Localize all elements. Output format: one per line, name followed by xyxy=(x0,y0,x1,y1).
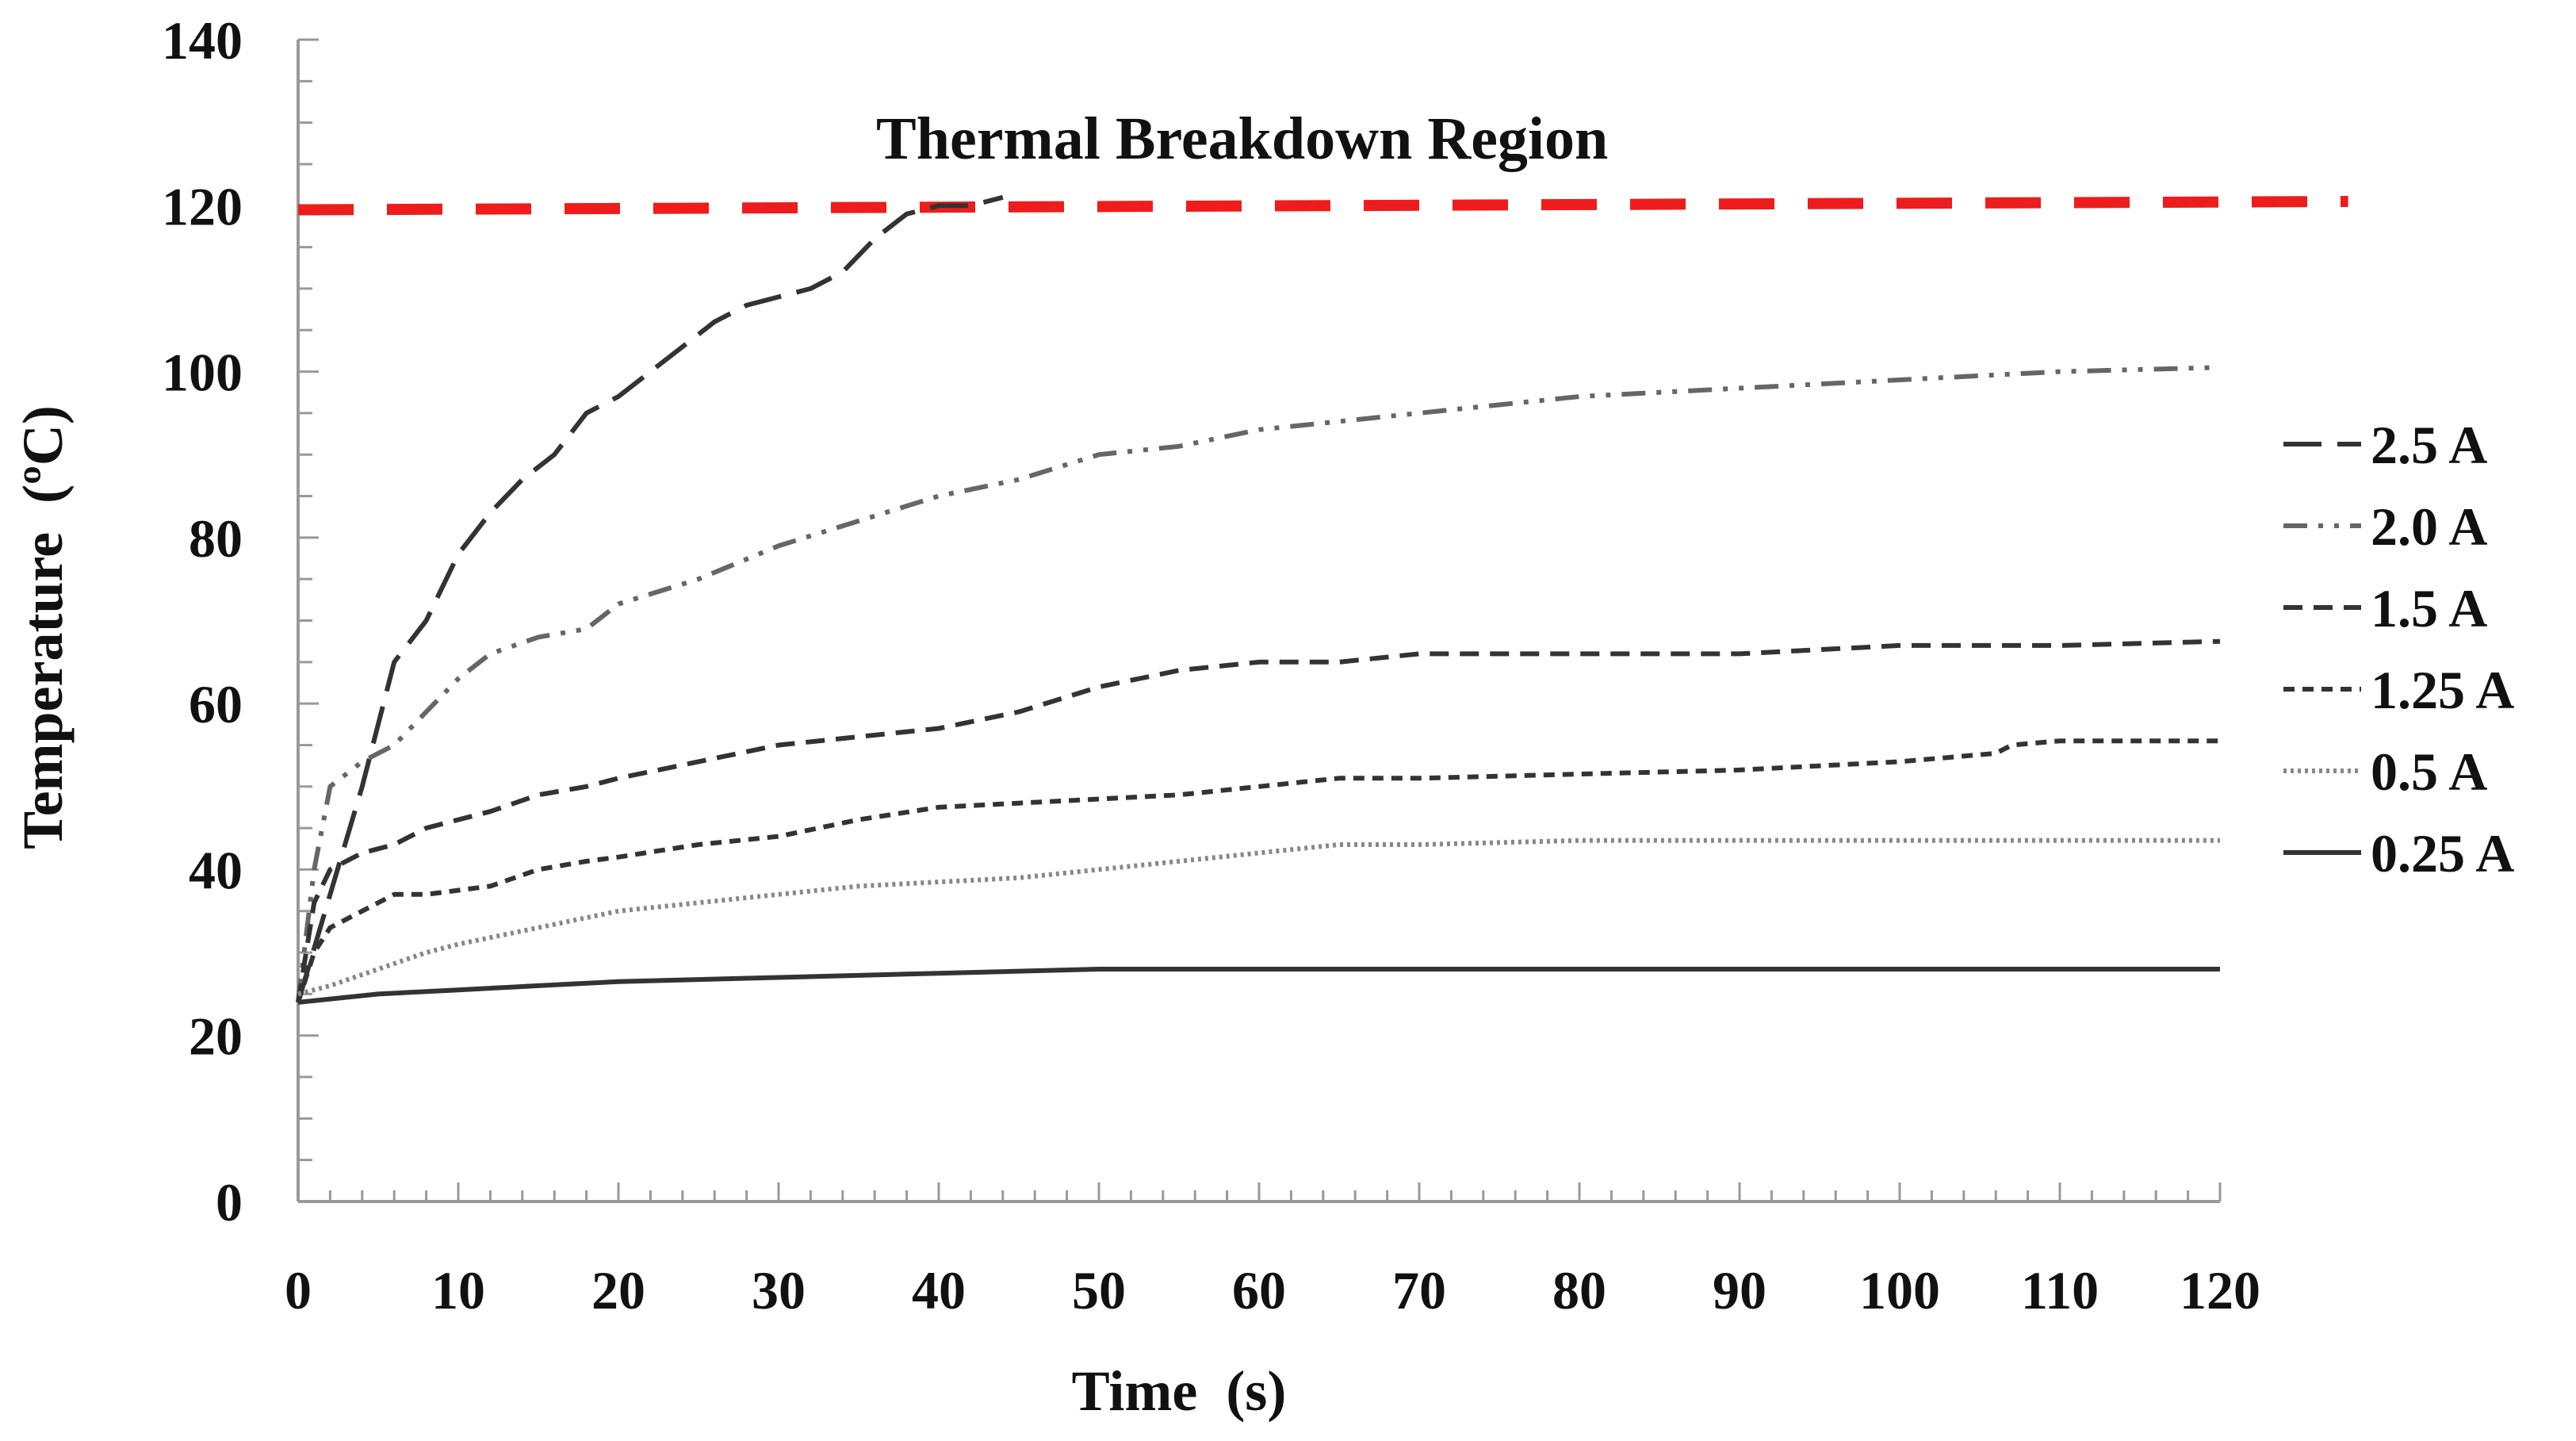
legend-label: 1.25 A xyxy=(2371,660,2514,720)
y-tick-label: 60 xyxy=(189,674,243,734)
annotation-thermal-breakdown: Thermal Breakdown Region xyxy=(876,105,1608,172)
y-tick-label: 0 xyxy=(216,1172,243,1232)
x-tick-label: 0 xyxy=(285,1260,312,1320)
legend: 2.5 A 2.0 A 1.5 A 1.25 A 0.5 A 0.25 A xyxy=(2283,415,2514,883)
series-line-0-25-A xyxy=(297,967,2220,1005)
y-tick-label: 20 xyxy=(189,1006,243,1067)
x-tick-label: 50 xyxy=(1072,1260,1126,1320)
x-tick-label: 60 xyxy=(1232,1260,1286,1320)
x-tick-label: 90 xyxy=(1713,1260,1766,1320)
legend-label: 0.5 A xyxy=(2371,742,2487,802)
threshold-group xyxy=(297,196,2348,216)
legend-label: 2.5 A xyxy=(2371,415,2487,475)
x-tick-label: 70 xyxy=(1392,1260,1446,1320)
series-line-2-5-A xyxy=(296,194,1004,1003)
threshold-line xyxy=(297,196,2348,216)
y-axis-title: Temperature (ºC) xyxy=(11,405,75,849)
x-tick-label: 30 xyxy=(752,1260,806,1320)
x-tick-label: 10 xyxy=(431,1260,485,1320)
x-tick-label: 20 xyxy=(591,1260,645,1320)
axis-ticks xyxy=(297,38,2222,1203)
y-tick-label: 40 xyxy=(189,840,243,900)
x-tick-label: 120 xyxy=(2180,1260,2260,1320)
x-tick-label: 80 xyxy=(1552,1260,1606,1320)
tick-labels: 0 20 40 60 80 100 120 140 0 10 20 30 40 50 60 70 80 90 100… xyxy=(162,10,2260,1320)
y-tick-label: 120 xyxy=(162,176,243,236)
legend-label: 2.0 A xyxy=(2371,496,2487,557)
x-tick-label: 110 xyxy=(2021,1260,2099,1320)
legend-label: 1.5 A xyxy=(2371,578,2487,638)
series-line-0-5-A xyxy=(297,837,2220,997)
series-line-1-25-A xyxy=(296,738,2220,1003)
x-tick-label: 40 xyxy=(912,1260,966,1320)
x-axis-title: Time (s) xyxy=(1072,1359,1287,1423)
y-tick-label: 100 xyxy=(162,343,243,403)
x-tick-label: 100 xyxy=(1859,1260,1940,1320)
series-line-1-5-A xyxy=(296,638,2221,1003)
y-tick-label: 80 xyxy=(189,508,243,569)
y-tick-label: 140 xyxy=(162,10,243,71)
legend-label: 0.25 A xyxy=(2371,823,2514,883)
series-line-2-0-A xyxy=(296,365,2221,1003)
series-group xyxy=(296,194,2221,1005)
